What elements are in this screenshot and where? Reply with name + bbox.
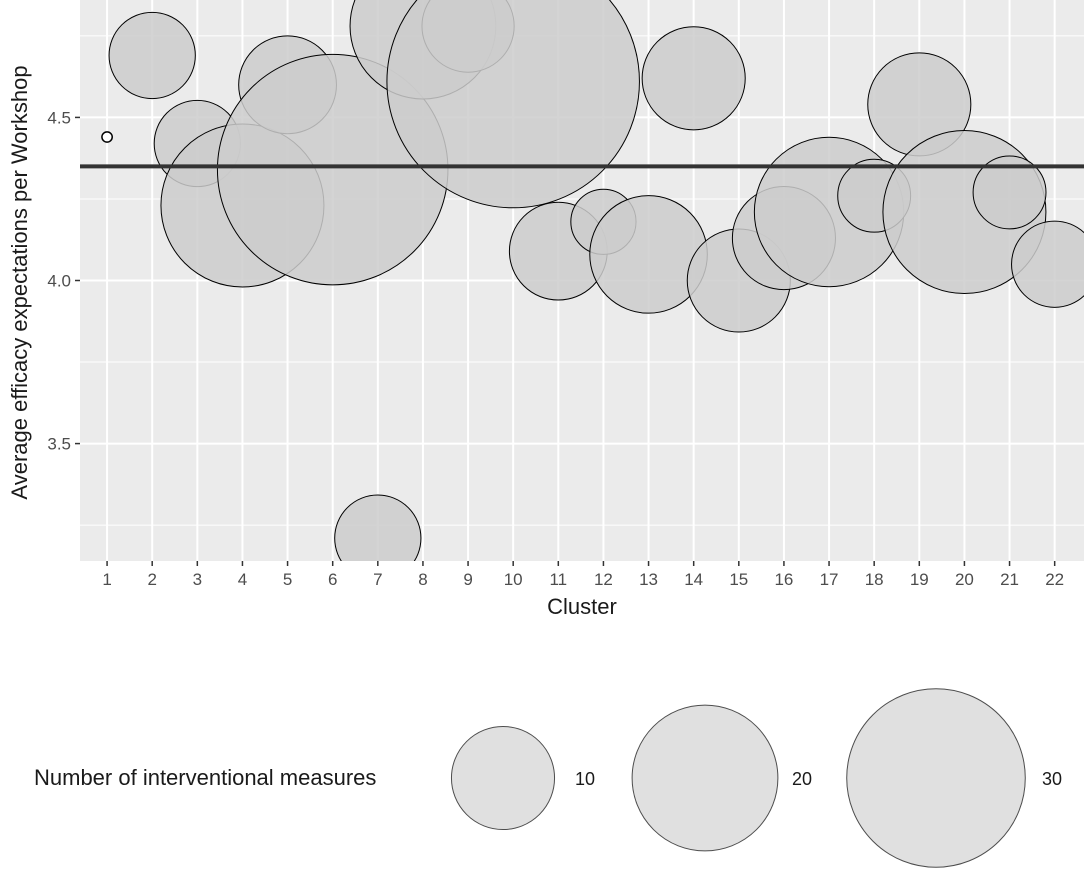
x-tick-label: 14	[684, 570, 703, 589]
x-axis: 1 2 3 4 5 6 7 8 9 10 11 12 13 14 15 16 17 18 19 20 21 22	[102, 561, 1064, 589]
legend-label-20: 20	[792, 769, 812, 789]
x-tick-label: 2	[147, 570, 156, 589]
bubble-cluster-1	[101, 131, 113, 143]
x-tick-label: 16	[774, 570, 793, 589]
bubble-cluster-7	[334, 494, 422, 561]
bubble-cluster-22	[1011, 220, 1084, 308]
legend-bubble-10	[450, 725, 556, 831]
x-tick-label: 6	[328, 570, 337, 589]
bubble-cluster-21	[972, 155, 1047, 230]
legend-title: Number of interventional measures	[34, 765, 376, 790]
x-tick-label: 4	[238, 570, 247, 589]
x-tick-label: 7	[373, 570, 382, 589]
x-tick-label: 18	[865, 570, 884, 589]
x-tick-label: 10	[504, 570, 523, 589]
legend-bubble-30	[846, 688, 1026, 868]
y-axis-title: Average efficacy expectations per Worksh…	[7, 65, 32, 499]
x-tick-label: 15	[729, 570, 748, 589]
x-tick-label: 21	[1000, 570, 1019, 589]
bubble-cluster-14	[641, 26, 746, 131]
y-tick-label: 3.5	[47, 435, 71, 454]
legend-label-30: 30	[1042, 769, 1062, 789]
y-tick-label: 4.5	[47, 108, 71, 127]
x-tick-label: 19	[910, 570, 929, 589]
x-axis-title: Cluster	[547, 594, 617, 619]
x-tick-label: 11	[549, 570, 567, 589]
x-tick-label: 17	[820, 570, 839, 589]
x-tick-label: 5	[283, 570, 292, 589]
x-tick-label: 13	[639, 570, 658, 589]
bubble-cluster-10	[386, 0, 640, 209]
legend-bubble-20	[631, 704, 779, 852]
x-tick-label: 9	[463, 570, 472, 589]
bubble-cluster-2	[108, 11, 196, 100]
y-tick-label: 4.0	[47, 272, 71, 291]
legend: Number of interventional measures 10 20 30	[34, 688, 1062, 868]
y-axis: 3.5 4.0 4.5	[47, 108, 80, 454]
x-tick-label: 12	[594, 570, 613, 589]
x-tick-label: 1	[102, 570, 111, 589]
legend-label-10: 10	[575, 769, 595, 789]
x-tick-label: 20	[955, 570, 974, 589]
x-tick-label: 3	[193, 570, 202, 589]
x-tick-label: 22	[1045, 570, 1064, 589]
x-tick-label: 8	[418, 570, 427, 589]
bubbles-layer	[101, 0, 1084, 561]
